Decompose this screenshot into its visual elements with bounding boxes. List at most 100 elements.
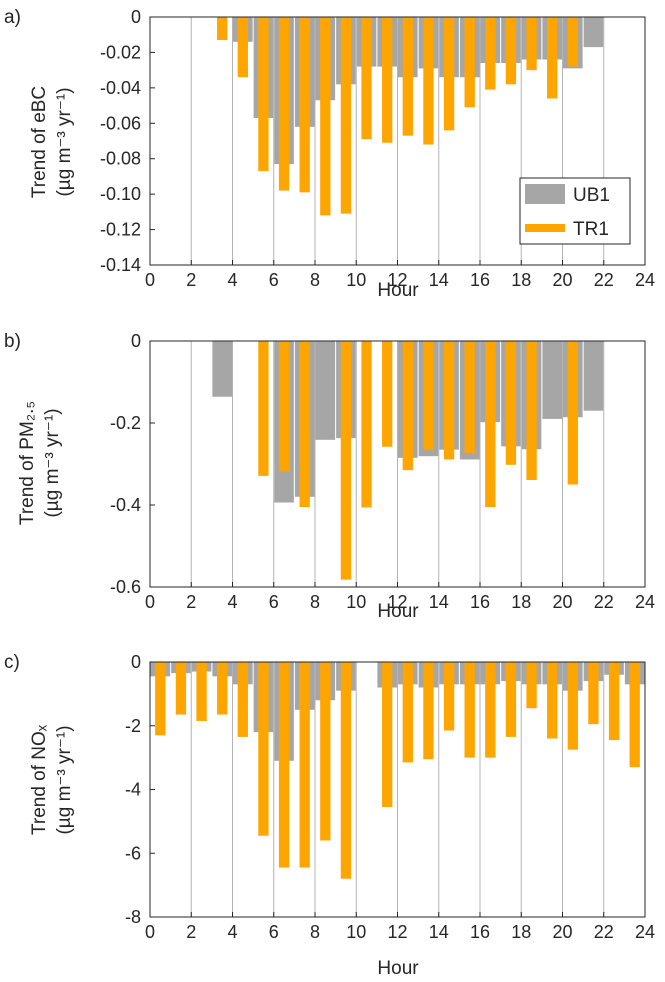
y-axis-label-line-1: Trend of eBC <box>29 86 50 198</box>
bar-tr1-hour-20 <box>567 17 578 67</box>
bar-tr1-hour-11 <box>382 341 393 447</box>
bar-tr1-hour-17 <box>505 341 517 465</box>
bar-tr1-hour-18 <box>526 341 537 480</box>
y-axis-label-line-1: Trend of PM₂.₅ <box>17 401 38 525</box>
x-tick-label: 18 <box>511 270 531 290</box>
x-tick-label: 4 <box>227 270 237 290</box>
bar-tr1-hour-15 <box>464 341 475 453</box>
x-tick-label: 8 <box>310 922 320 942</box>
bar-tr1-hour-4 <box>237 17 248 78</box>
x-axis-label: Hour <box>377 280 419 301</box>
bar-tr1-hour-1 <box>175 662 187 715</box>
x-tick-label: 8 <box>310 592 320 612</box>
x-tick-label: 10 <box>346 922 366 942</box>
bar-ub1-hour-3 <box>212 341 232 397</box>
x-tick-label: 12 <box>387 922 407 942</box>
bar-tr1-hour-9 <box>340 17 352 214</box>
x-tick-label: 14 <box>429 922 449 942</box>
x-axis-label: Hour <box>377 958 419 979</box>
y-tick-label: 0 <box>131 7 141 27</box>
x-tick-label: 6 <box>269 270 279 290</box>
bar-tr1-hour-16 <box>485 662 496 758</box>
y-tick-label: -8 <box>125 907 141 927</box>
bar-tr1-hour-9 <box>340 662 352 879</box>
bar-tr1-hour-13 <box>423 662 434 760</box>
bar-tr1-hour-14 <box>443 662 455 731</box>
panel-label: c) <box>4 652 20 673</box>
x-tick-label: 20 <box>552 270 572 290</box>
y-tick-label: -4 <box>125 780 141 800</box>
x-tick-label: 6 <box>269 922 279 942</box>
x-tick-label: 0 <box>145 922 155 942</box>
plot-area: 0 2 4 6 8 10 12 14 16 18 20 22 240-2-4-6-8 <box>125 652 655 942</box>
bar-tr1-hour-12 <box>402 341 413 471</box>
bar-tr1-hour-22 <box>608 662 620 741</box>
bar-tr1-hour-18 <box>526 662 537 709</box>
bar-ub1-hour-21 <box>583 17 604 48</box>
x-tick-label: 12 <box>387 592 407 612</box>
bar-tr1-hour-8 <box>320 662 331 841</box>
y-tick-label: -0.08 <box>100 149 141 169</box>
y-axis-label-line-2: (µg m⁻³ yr⁻¹) <box>42 408 63 517</box>
bar-tr1-hour-17 <box>505 662 517 737</box>
x-tick-label: 16 <box>470 270 490 290</box>
bar-tr1-hour-9 <box>340 341 352 580</box>
bar-tr1-hour-6 <box>278 662 290 868</box>
bar-ub1-hour-19 <box>542 341 562 419</box>
bar-ub1-hour-21 <box>583 341 604 411</box>
x-tick-label: 4 <box>227 922 237 942</box>
x-tick-label: 20 <box>552 922 572 942</box>
panel-label: b) <box>4 331 21 352</box>
x-tick-label: 16 <box>470 592 490 612</box>
x-tick-label: 8 <box>310 270 320 290</box>
bar-tr1-hour-20 <box>567 662 578 750</box>
x-axis-label: Hour <box>377 601 419 622</box>
y-axis-label-line-1: Trend of NOₓ <box>29 724 50 835</box>
panel-label: a) <box>4 7 21 28</box>
bar-tr1-hour-10 <box>361 17 372 140</box>
x-tick-label: 10 <box>346 270 366 290</box>
x-tick-label: 22 <box>594 592 614 612</box>
bar-tr1-hour-3 <box>217 17 228 41</box>
bar-tr1-hour-20 <box>567 341 578 485</box>
x-tick-label: 24 <box>635 922 655 942</box>
y-tick-label: -0.04 <box>100 78 141 98</box>
x-tick-label: 0 <box>145 270 155 290</box>
bar-tr1-hour-19 <box>547 17 558 99</box>
y-tick-label: -0.06 <box>100 113 141 133</box>
plot-area: 0 2 4 6 8 10 12 14 16 18 20 22 240-0.02-0.04-0.06-0.… <box>100 7 655 290</box>
y-tick-label: -2 <box>125 716 141 736</box>
legend-label-ub1: UB1 <box>573 185 610 206</box>
bar-tr1-hour-12 <box>402 662 413 763</box>
y-axis-label-line-2: (µg m⁻³ yr⁻¹) <box>54 725 75 834</box>
bar-tr1-hour-10 <box>361 341 372 508</box>
bar-tr1-hour-23 <box>629 662 640 768</box>
x-tick-label: 2 <box>186 922 196 942</box>
bar-tr1-hour-15 <box>464 662 475 758</box>
legend-swatch-ub1 <box>525 184 565 204</box>
x-tick-label: 2 <box>186 270 196 290</box>
y-tick-label: -6 <box>125 843 141 863</box>
x-tick-label: 4 <box>227 592 237 612</box>
bar-tr1-hour-19 <box>547 662 558 739</box>
bar-tr1-hour-18 <box>526 17 537 71</box>
bar-tr1-hour-2 <box>196 662 207 721</box>
bar-tr1-hour-7 <box>299 662 310 868</box>
legend: UB1 TR1 <box>519 177 631 245</box>
bar-tr1-hour-7 <box>299 341 310 508</box>
bar-tr1-hour-7 <box>299 17 310 193</box>
bar-tr1-hour-4 <box>237 662 248 737</box>
x-tick-label: 14 <box>429 270 449 290</box>
bar-tr1-hour-6 <box>278 17 290 191</box>
y-tick-label: -0.14 <box>100 255 141 275</box>
bar-tr1-hour-5 <box>258 17 269 172</box>
bar-tr1-hour-11 <box>382 17 393 143</box>
y-tick-label: -0.6 <box>110 577 141 597</box>
y-tick-label: -0.02 <box>100 42 141 62</box>
x-tick-label: 24 <box>635 270 655 290</box>
x-tick-label: 18 <box>511 922 531 942</box>
legend-label-tr1: TR1 <box>573 219 609 240</box>
